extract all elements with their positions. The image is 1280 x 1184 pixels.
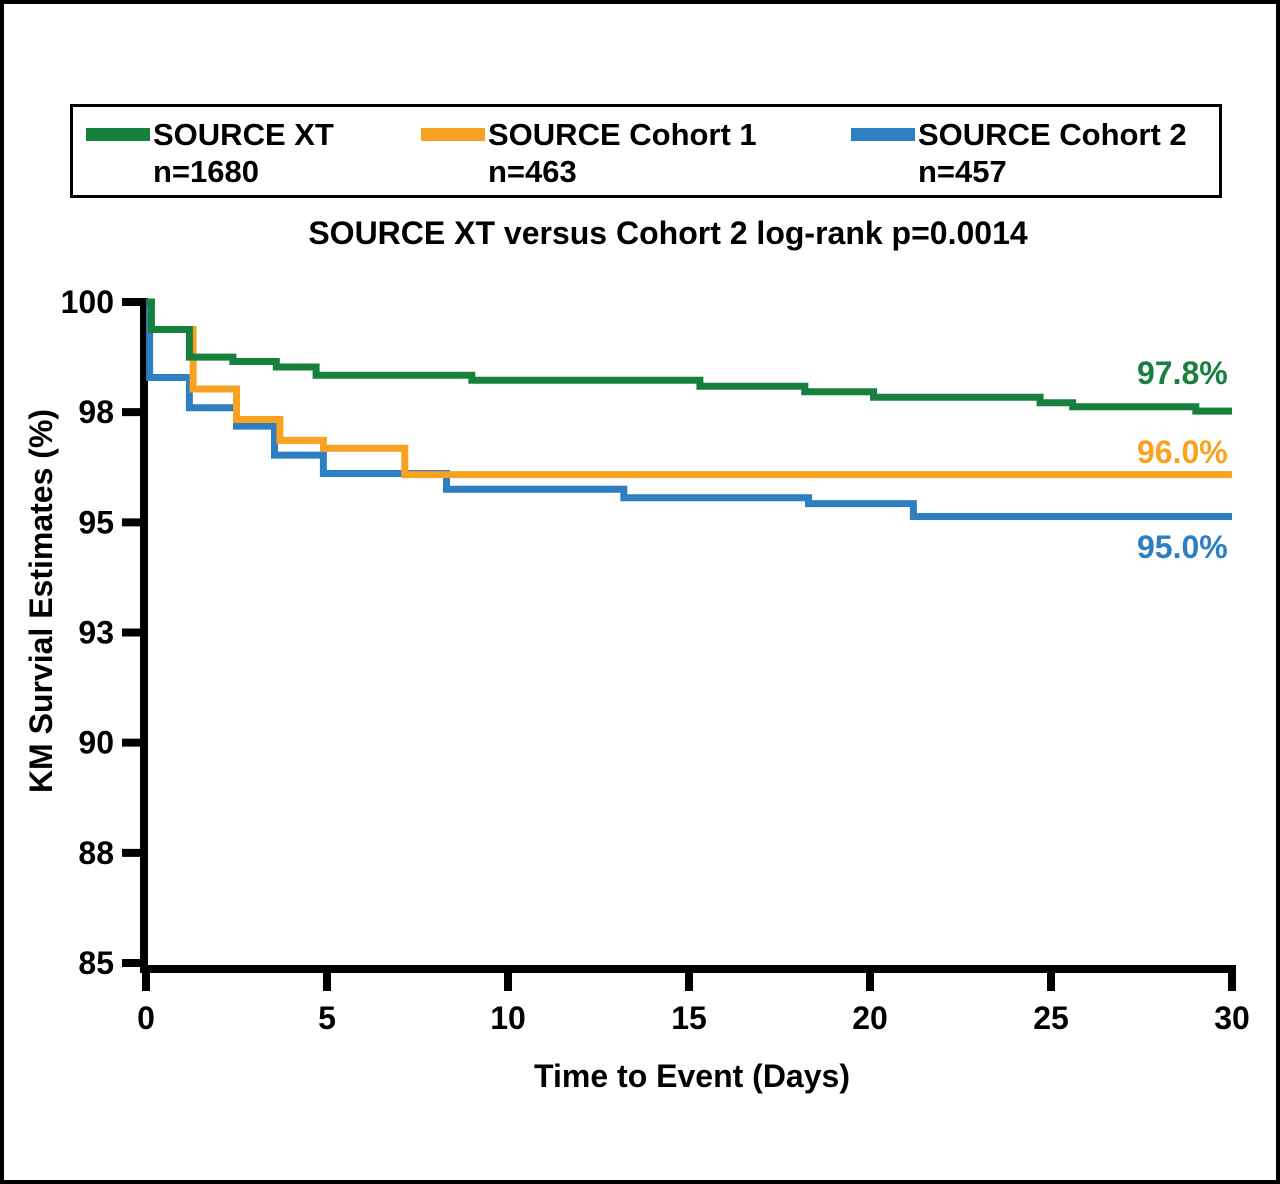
y-tick-label: 93 xyxy=(78,615,114,651)
legend-label: SOURCE XT xyxy=(153,117,334,152)
x-tick-label: 25 xyxy=(1033,1000,1069,1036)
series-line-source-cohort-1 xyxy=(146,298,1232,479)
legend-swatch-blue xyxy=(851,128,915,141)
chart-title: SOURCE XT versus Cohort 2 log-rank p=0.0… xyxy=(308,215,1028,251)
legend-n-count: n=463 xyxy=(488,154,577,189)
legend-swatch-orange xyxy=(421,128,485,141)
series-end-label-cohort-1: 96.0% xyxy=(1137,434,1228,470)
x-tick-label: 0 xyxy=(137,1000,155,1036)
legend-item: SOURCE Cohort 1 n=463 xyxy=(421,116,757,190)
x-tick-label: 5 xyxy=(318,1000,336,1036)
series-end-label-cohort-2: 95.0% xyxy=(1137,529,1228,565)
x-tick-label: 30 xyxy=(1214,1000,1250,1036)
y-tick-label: 88 xyxy=(78,835,114,871)
y-tick-label: 98 xyxy=(78,394,114,430)
x-tick-label: 15 xyxy=(671,1000,707,1036)
x-axis-title: Time to Event (Days) xyxy=(534,1058,850,1094)
series-line-source-cohort-2 xyxy=(146,298,1232,520)
y-tick-label: 90 xyxy=(78,725,114,761)
legend-swatch-green xyxy=(86,128,150,141)
legend-n-count: n=457 xyxy=(918,154,1007,189)
legend-label: SOURCE Cohort 2 xyxy=(918,117,1187,152)
legend-label: SOURCE Cohort 1 xyxy=(488,117,757,152)
y-axis-title: KM Survial Estimates (%) xyxy=(23,409,59,793)
legend: SOURCE XT n=1680 SOURCE Cohort 1 n=463 S… xyxy=(70,104,1222,198)
series-end-label-source-xt: 97.8% xyxy=(1137,355,1228,391)
legend-row: SOURCE Cohort 2 xyxy=(851,116,1187,153)
x-tick-label: 20 xyxy=(852,1000,888,1036)
legend-item: SOURCE Cohort 2 n=457 xyxy=(851,116,1187,190)
legend-row: SOURCE XT xyxy=(86,116,334,153)
legend-row: SOURCE Cohort 1 xyxy=(421,116,757,153)
legend-item: SOURCE XT n=1680 xyxy=(86,116,334,190)
y-tick-label: 85 xyxy=(78,945,114,981)
x-tick-label: 10 xyxy=(490,1000,526,1036)
y-tick-label: 100 xyxy=(61,284,114,320)
y-tick-label: 95 xyxy=(78,504,114,540)
legend-n-count: n=1680 xyxy=(153,154,260,189)
series-line-source-xt xyxy=(146,298,1232,415)
